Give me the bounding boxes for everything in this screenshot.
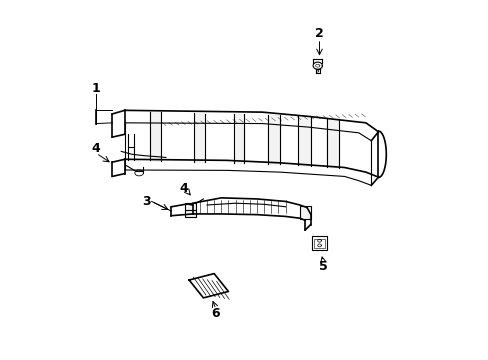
- Bar: [299, 206, 310, 219]
- Bar: [184, 203, 196, 217]
- Text: 2: 2: [314, 27, 323, 40]
- Bar: [313, 239, 325, 248]
- Text: 1: 1: [92, 82, 101, 95]
- Text: 4: 4: [92, 142, 101, 155]
- Text: 6: 6: [211, 307, 220, 320]
- Text: 5: 5: [318, 260, 327, 273]
- Text: 3: 3: [142, 195, 150, 208]
- Text: 4: 4: [179, 183, 188, 195]
- Bar: [311, 236, 326, 249]
